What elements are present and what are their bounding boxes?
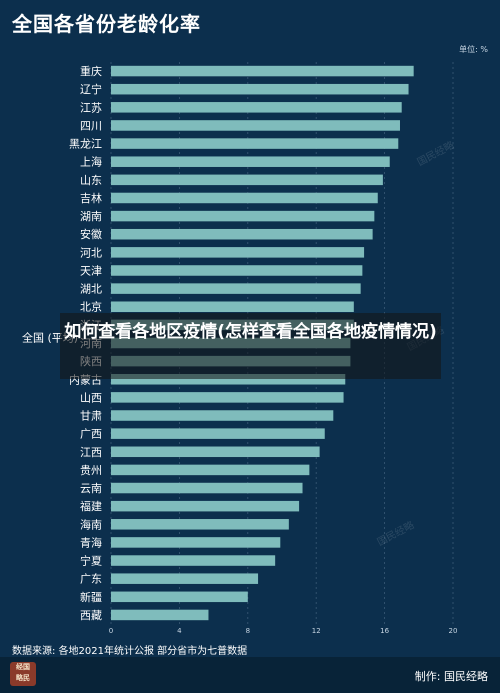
category-label: 四川 bbox=[80, 119, 102, 132]
category-label: 海南 bbox=[80, 517, 102, 531]
bar bbox=[111, 500, 300, 512]
bar bbox=[111, 555, 276, 566]
bar bbox=[111, 102, 402, 113]
bar bbox=[111, 609, 209, 621]
bar bbox=[111, 138, 399, 149]
x-tick-label: 12 bbox=[312, 627, 321, 635]
credit-label: 制作: 国民经略 bbox=[414, 670, 488, 683]
chart-title: 全国各省份老龄化率 bbox=[12, 12, 201, 36]
bar bbox=[111, 228, 373, 240]
category-label: 湖北 bbox=[80, 283, 102, 296]
bar bbox=[111, 446, 320, 458]
x-tick-label: 4 bbox=[177, 627, 182, 635]
category-label: 新疆 bbox=[80, 590, 102, 604]
bar bbox=[111, 591, 248, 603]
x-tick-label: 8 bbox=[246, 627, 250, 635]
category-label: 江苏 bbox=[80, 101, 102, 114]
category-label: 北京 bbox=[80, 300, 102, 314]
category-label: 上海 bbox=[80, 155, 102, 169]
bar bbox=[111, 410, 334, 421]
bar bbox=[111, 210, 375, 222]
category-label: 广西 bbox=[80, 428, 102, 441]
footer-bar bbox=[0, 657, 500, 693]
category-label: 云南 bbox=[80, 482, 102, 495]
bar bbox=[111, 120, 400, 131]
bar bbox=[111, 65, 414, 77]
logo-text: 经国 bbox=[16, 663, 30, 671]
bar bbox=[111, 156, 390, 167]
category-label: 辽宁 bbox=[80, 82, 102, 96]
data-source: 数据来源: 各地2021年统计公报 部分省市为七普数据 bbox=[12, 646, 248, 657]
category-label: 广东 bbox=[80, 573, 102, 586]
unit-label: 单位: % bbox=[459, 45, 488, 54]
category-label: 宁夏 bbox=[80, 554, 102, 568]
bar bbox=[111, 301, 354, 312]
category-label: 西藏 bbox=[80, 609, 102, 622]
bar bbox=[111, 573, 259, 584]
x-tick-label: 0 bbox=[109, 627, 113, 635]
x-tick-label: 20 bbox=[449, 627, 458, 635]
category-label: 天津 bbox=[80, 264, 102, 277]
bar bbox=[111, 174, 383, 186]
category-label: 重庆 bbox=[80, 64, 102, 78]
bar bbox=[111, 192, 378, 204]
category-label: 安徽 bbox=[80, 227, 102, 241]
bar bbox=[111, 464, 310, 476]
category-label: 湖南 bbox=[80, 210, 102, 223]
logo-text: 略民 bbox=[16, 674, 30, 682]
bar bbox=[111, 83, 409, 95]
bar bbox=[111, 374, 346, 385]
bar bbox=[111, 392, 344, 403]
category-label: 福建 bbox=[80, 499, 102, 513]
category-label: 甘肃 bbox=[80, 410, 102, 423]
bar bbox=[111, 247, 365, 258]
bar bbox=[111, 283, 361, 294]
bar bbox=[111, 519, 289, 530]
category-label: 青海 bbox=[80, 535, 102, 549]
x-tick-label: 16 bbox=[380, 627, 389, 635]
overlay-banner: 如何查看各地区疫情(怎样查看全国各地疫情情况) bbox=[60, 313, 441, 379]
bar bbox=[111, 265, 363, 276]
category-label: 贵州 bbox=[80, 464, 102, 477]
category-label: 河北 bbox=[80, 246, 102, 259]
brand-logo: 经国 略民 bbox=[10, 662, 36, 686]
category-label: 黑龙江 bbox=[69, 138, 102, 151]
category-label: 山东 bbox=[80, 174, 102, 187]
bar bbox=[111, 428, 325, 439]
category-label: 江西 bbox=[80, 446, 102, 459]
bar bbox=[111, 537, 281, 548]
bar bbox=[111, 482, 303, 494]
category-label: 山西 bbox=[80, 391, 102, 404]
category-label: 吉林 bbox=[80, 191, 102, 205]
